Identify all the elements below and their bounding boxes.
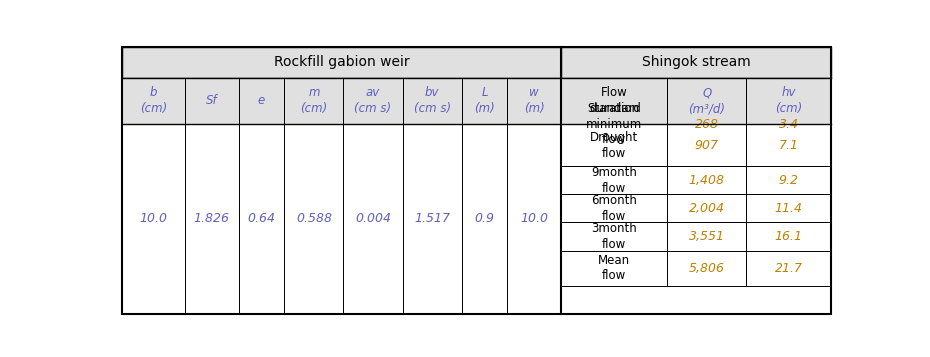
Bar bbox=[122, 124, 185, 313]
Text: b
(cm): b (cm) bbox=[140, 86, 167, 115]
Text: hv
(cm): hv (cm) bbox=[775, 86, 803, 115]
Text: 0.004: 0.004 bbox=[355, 212, 391, 226]
Text: Mean
flow: Mean flow bbox=[598, 254, 631, 282]
Text: Rockfill gabion weir: Rockfill gabion weir bbox=[273, 55, 409, 69]
Bar bbox=[122, 77, 185, 124]
Text: 16.1: 16.1 bbox=[775, 230, 803, 243]
Text: 10.0: 10.0 bbox=[140, 212, 167, 226]
Bar bbox=[561, 195, 668, 222]
Text: Shingok stream: Shingok stream bbox=[642, 55, 751, 69]
Text: Flow
duration: Flow duration bbox=[589, 86, 639, 115]
Bar bbox=[461, 124, 508, 313]
Bar bbox=[239, 124, 285, 313]
Text: 3month
flow: 3month flow bbox=[591, 222, 637, 251]
Text: 907: 907 bbox=[695, 139, 719, 152]
Text: e: e bbox=[258, 95, 265, 107]
Text: 3,551: 3,551 bbox=[689, 230, 724, 243]
Bar bbox=[746, 77, 831, 124]
Text: 10.0: 10.0 bbox=[520, 212, 548, 226]
Bar bbox=[508, 124, 561, 313]
Bar bbox=[122, 47, 561, 77]
Text: 0.64: 0.64 bbox=[247, 212, 275, 226]
Bar bbox=[668, 124, 746, 166]
Bar bbox=[343, 124, 403, 313]
Text: bv
(cm s): bv (cm s) bbox=[414, 86, 451, 115]
Text: L
(m): L (m) bbox=[474, 86, 495, 115]
Text: 1,408: 1,408 bbox=[689, 174, 724, 187]
Text: 2,004: 2,004 bbox=[689, 202, 724, 215]
Text: w
(m): w (m) bbox=[524, 86, 545, 115]
Bar bbox=[561, 47, 831, 77]
Text: 9.2: 9.2 bbox=[778, 174, 799, 187]
Text: m
(cm): m (cm) bbox=[300, 86, 327, 115]
Text: 0.588: 0.588 bbox=[296, 212, 332, 226]
Text: 1.517: 1.517 bbox=[414, 212, 450, 226]
Bar bbox=[561, 166, 668, 195]
Bar bbox=[508, 77, 561, 124]
Bar bbox=[185, 77, 239, 124]
Bar bbox=[343, 77, 403, 124]
Bar bbox=[746, 124, 831, 166]
Text: 1.826: 1.826 bbox=[193, 212, 230, 226]
Text: 9month
flow: 9month flow bbox=[591, 166, 637, 195]
Bar bbox=[668, 222, 746, 251]
Text: Q
(m³/d): Q (m³/d) bbox=[688, 86, 725, 115]
Text: Standard
minimum
flow: Standard minimum flow bbox=[586, 102, 643, 146]
Text: 11.4: 11.4 bbox=[775, 202, 803, 215]
Text: 6month
flow: 6month flow bbox=[591, 194, 637, 223]
Bar bbox=[285, 124, 343, 313]
Bar bbox=[239, 77, 285, 124]
Bar bbox=[668, 195, 746, 222]
Bar bbox=[668, 77, 746, 124]
Text: Sf: Sf bbox=[206, 95, 218, 107]
Bar bbox=[561, 77, 668, 124]
Text: 268: 268 bbox=[695, 118, 719, 131]
Bar bbox=[668, 166, 746, 195]
Bar bbox=[746, 222, 831, 251]
Text: 0.9: 0.9 bbox=[474, 212, 495, 226]
Bar bbox=[746, 195, 831, 222]
Bar bbox=[668, 251, 746, 286]
Bar bbox=[561, 124, 668, 166]
Bar bbox=[461, 77, 508, 124]
Bar bbox=[746, 166, 831, 195]
Bar bbox=[285, 77, 343, 124]
Bar bbox=[561, 251, 668, 286]
Bar bbox=[746, 251, 831, 286]
Text: 21.7: 21.7 bbox=[775, 262, 803, 275]
Text: 7.1: 7.1 bbox=[778, 139, 799, 152]
Bar bbox=[561, 222, 668, 251]
Bar bbox=[403, 124, 461, 313]
Text: av
(cm s): av (cm s) bbox=[354, 86, 392, 115]
Text: 5,806: 5,806 bbox=[689, 262, 724, 275]
Bar bbox=[185, 124, 239, 313]
Text: 3.4: 3.4 bbox=[778, 118, 799, 131]
Bar bbox=[403, 77, 461, 124]
Text: Drought
flow: Drought flow bbox=[590, 131, 638, 160]
